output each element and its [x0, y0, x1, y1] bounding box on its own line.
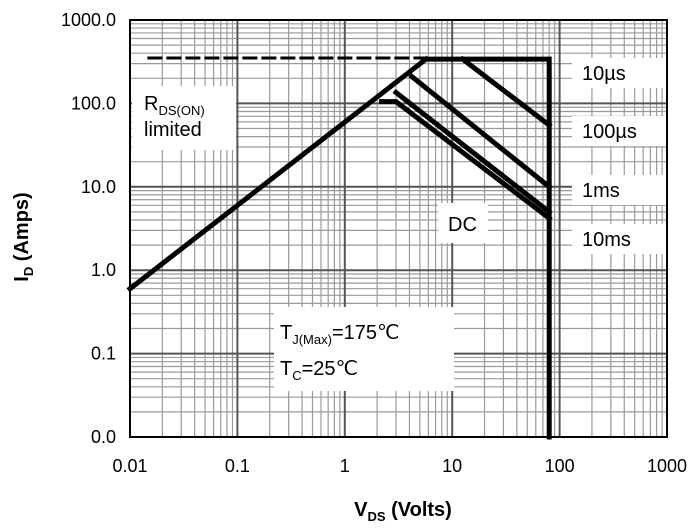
series-10-s	[423, 56, 552, 440]
annotation-l100us: 100µs	[582, 121, 637, 143]
x-axis-title: VDS (Volts)	[354, 499, 452, 524]
annotation-l10us: 10µs	[582, 63, 626, 85]
plot-frame	[129, 19, 668, 438]
y-axis-title-main: I	[11, 276, 33, 282]
x-tick-label: 1000	[647, 456, 687, 476]
annotation-l10ms: 10ms	[582, 229, 631, 251]
label-box-tj	[274, 307, 454, 391]
annotation-rds: RDS(ON)	[144, 93, 205, 118]
annotation-l1ms: 1ms	[582, 180, 620, 202]
x-axis-title-main: V	[354, 499, 368, 521]
y-tick-label: 1.0	[91, 260, 116, 280]
label-box-rds	[132, 86, 236, 150]
x-tick-label: 1	[340, 456, 350, 476]
y-tick-label: 1000.0	[61, 10, 116, 30]
annotation-rds-line2: limited	[144, 119, 202, 141]
annotation-tc: TC=25℃	[280, 358, 358, 383]
x-tick-label: 10	[442, 456, 462, 476]
series-10ms	[392, 88, 553, 216]
series-lines	[126, 55, 553, 440]
series-100-s	[459, 55, 553, 129]
label-box-dc	[438, 203, 488, 243]
x-tick-label: 0.01	[112, 456, 147, 476]
x-tick-labels: 0.01 0.1 1 10 100 1000	[112, 456, 687, 476]
y-tick-labels: 0.0 0.1 1.0 10.0 100.0 1000.0	[61, 10, 116, 447]
y-tick-label: 10.0	[81, 177, 116, 197]
x-axis-title-sub: DS	[367, 509, 385, 524]
series-1ms	[408, 72, 553, 191]
y-tick-label: 0.0	[91, 427, 116, 447]
x-tick-label: 0.1	[225, 456, 250, 476]
y-axis-title-rest: (Amps)	[11, 192, 33, 266]
annotations: RDS(ON)limited DC TJ(Max)=175℃ TC=25℃ 10µs 10…	[144, 63, 637, 383]
x-axis-title-rest: (Volts)	[386, 499, 452, 521]
y-tick-label: 100.0	[71, 93, 116, 113]
y-axis-title-sub: D	[21, 267, 36, 276]
annotation-tj: TJ(Max)=175℃	[280, 322, 399, 347]
label-box-l100us	[572, 116, 666, 146]
series-dc	[379, 99, 553, 222]
label-boxes	[132, 58, 666, 391]
series-rds-on-limited	[126, 55, 430, 293]
label-box-l10ms	[572, 224, 666, 254]
x-tick-label: 100	[545, 456, 575, 476]
label-box-l1ms	[572, 175, 666, 205]
annotation-dc: DC	[448, 214, 477, 236]
y-tick-label: 0.1	[91, 344, 116, 364]
plot-border	[129, 19, 668, 438]
y-axis-title: ID (Amps)	[11, 192, 36, 281]
label-box-l10us	[572, 58, 666, 88]
